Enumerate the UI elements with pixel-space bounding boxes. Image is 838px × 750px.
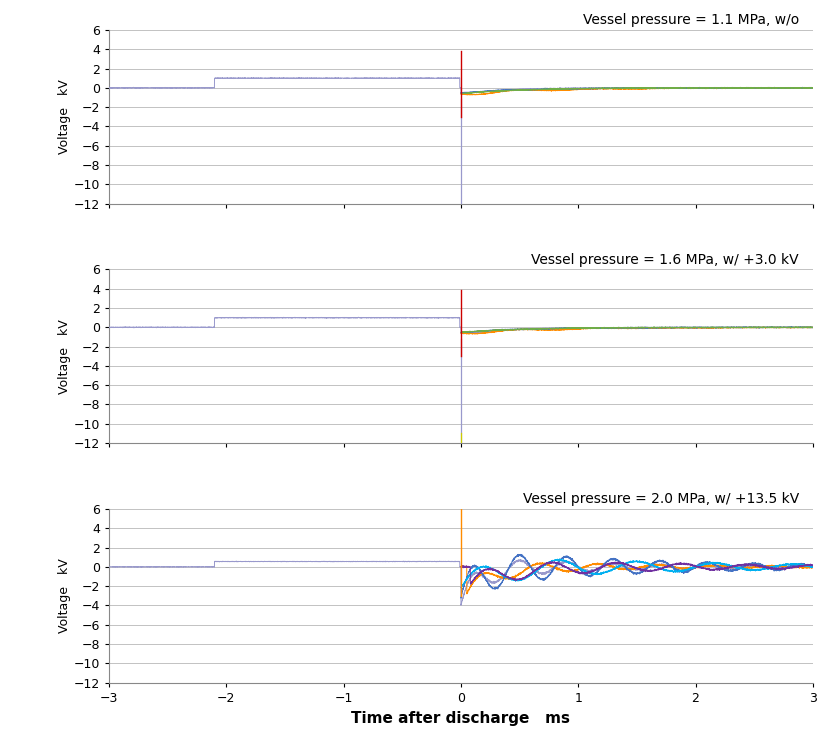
- Text: Vessel pressure = 1.1 MPa, w/o: Vessel pressure = 1.1 MPa, w/o: [582, 13, 799, 28]
- Y-axis label: Voltage   kV: Voltage kV: [58, 80, 70, 154]
- X-axis label: Time after discharge   ms: Time after discharge ms: [351, 712, 571, 727]
- Y-axis label: Voltage   kV: Voltage kV: [58, 558, 70, 633]
- Y-axis label: Voltage   kV: Voltage kV: [58, 319, 70, 394]
- Text: Vessel pressure = 2.0 MPa, w/ +13.5 kV: Vessel pressure = 2.0 MPa, w/ +13.5 kV: [523, 493, 799, 506]
- Text: Vessel pressure = 1.6 MPa, w/ +3.0 kV: Vessel pressure = 1.6 MPa, w/ +3.0 kV: [531, 253, 799, 267]
